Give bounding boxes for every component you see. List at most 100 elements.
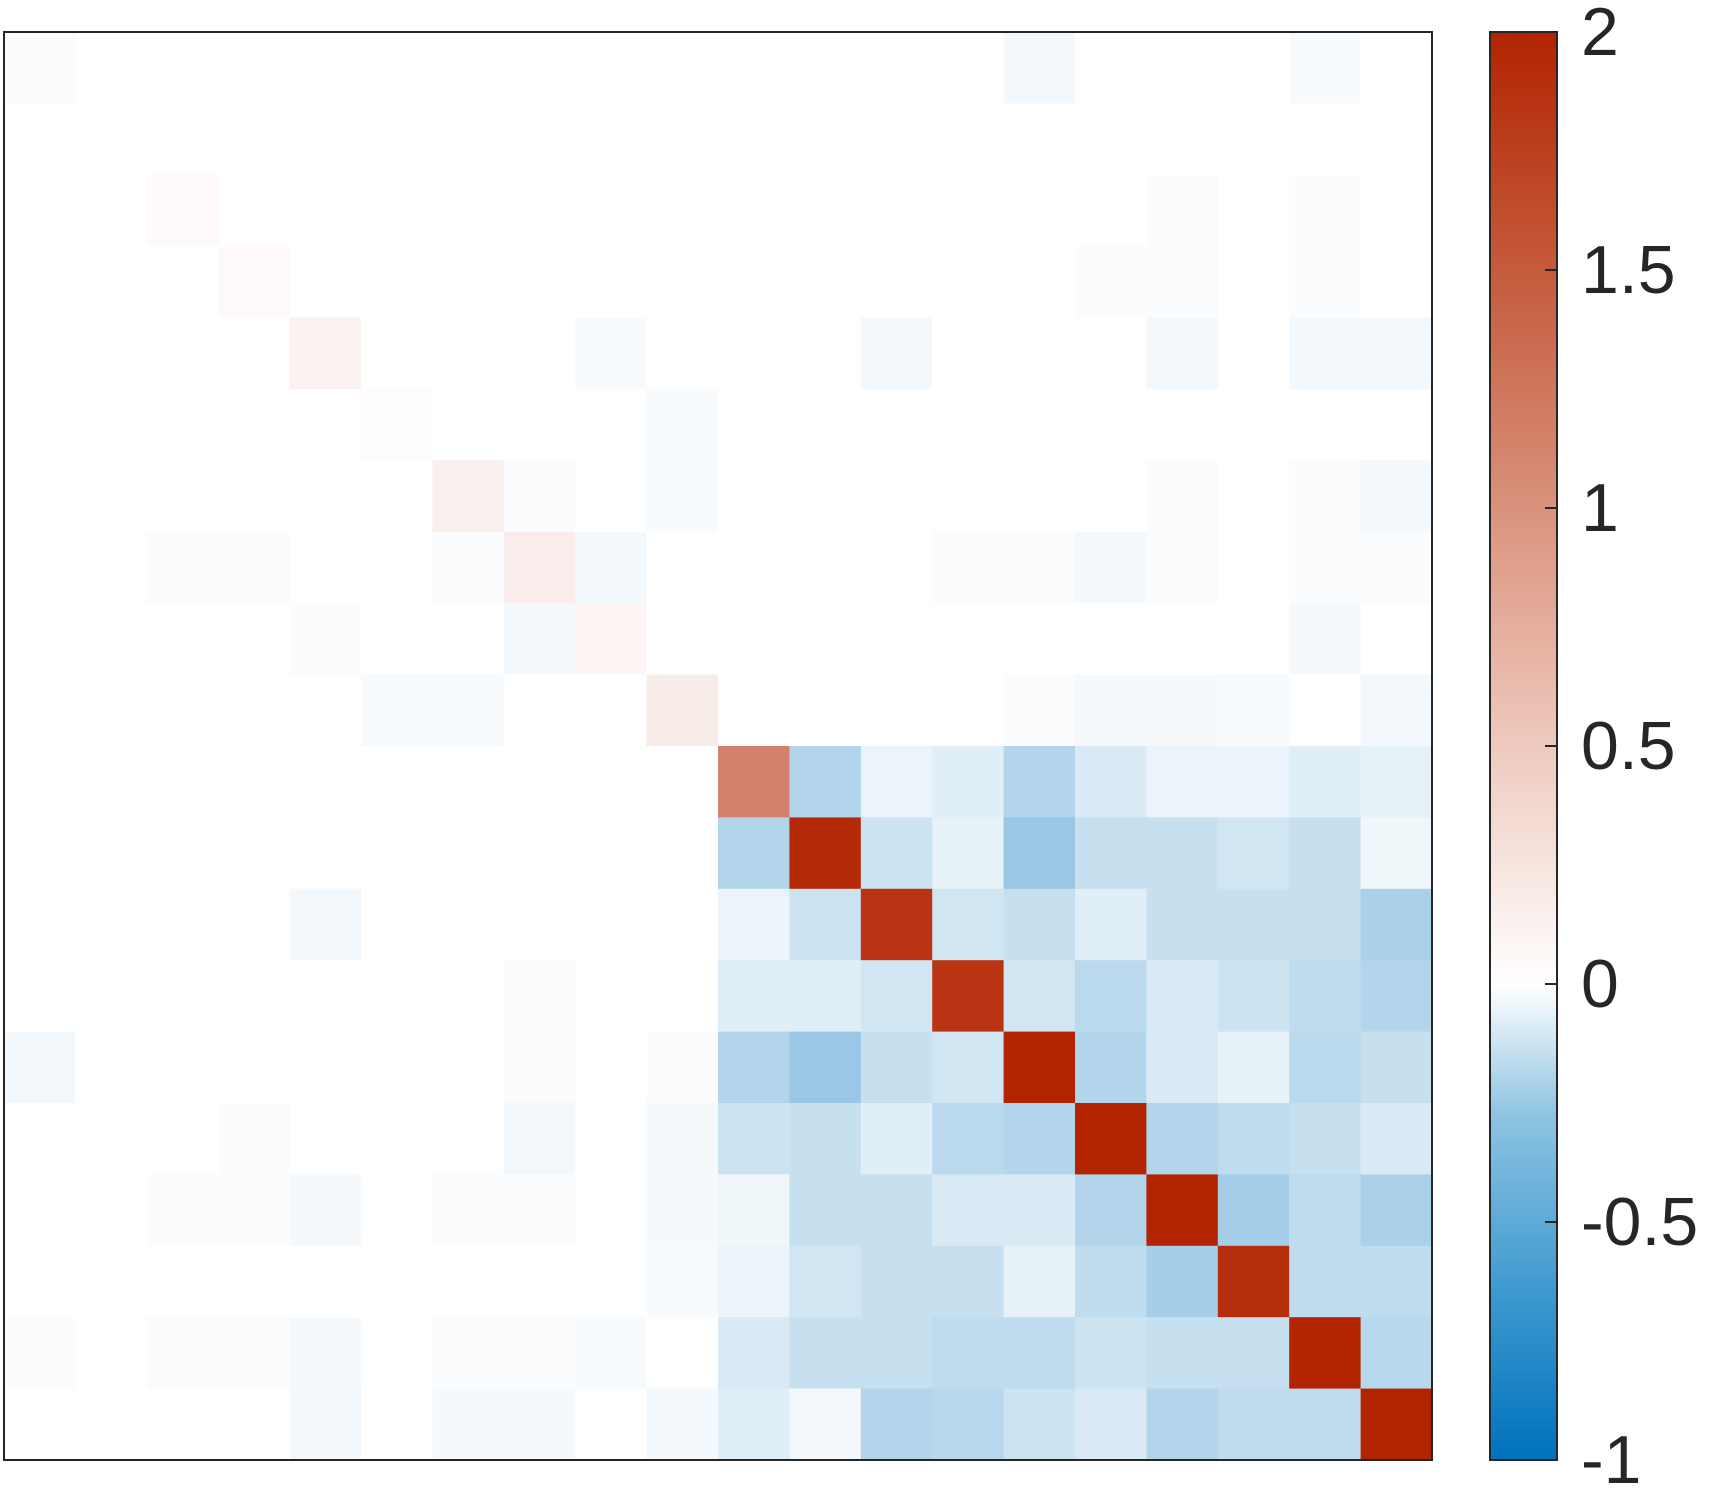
heatmap-cell-r5-c15 [1075,389,1147,461]
heatmap-cell-r11-c13 [932,817,1005,890]
heatmap-cell-r1-c17 [1217,103,1290,176]
heatmap-cell-r16-c18 [1289,1174,1362,1247]
heatmap-cell-r14-c3 [218,1031,291,1104]
heatmap-cell-r7-c7 [503,531,576,604]
heatmap-cell-r7-c14 [1003,531,1076,604]
heatmap-cell-r17-c18 [1289,1245,1362,1318]
heatmap-cell-r11-c1 [75,817,148,890]
heatmap-cell-r9-c7 [503,674,576,747]
heatmap-cell-r10-c4 [289,746,362,818]
heatmap-cell-r0-c0 [4,32,76,104]
heatmap-cell-r11-c15 [1075,817,1147,890]
heatmap-cell-r15-c8 [575,1103,648,1175]
heatmap-cell-r3-c6 [432,246,505,319]
heatmap-cell-r4-c5 [361,317,433,390]
heatmap-cell-r9-c10 [718,674,790,747]
heatmap-cell-r17-c1 [75,1245,148,1318]
heatmap-cell-r14-c9 [646,1031,719,1104]
heatmap-cell-r6-c2 [146,460,219,533]
heatmap-cell-r7-c3 [218,531,291,604]
heatmap-cell-r4-c2 [146,317,219,390]
heatmap-cell-r7-c0 [4,531,76,604]
heatmap-cell-r9-c15 [1075,674,1147,747]
heatmap-cell-r19-c0 [4,1388,76,1461]
heatmap-cell-r3-c2 [146,246,219,319]
heatmap-cell-r5-c1 [75,389,148,461]
heatmap-cell-r11-c10 [718,817,790,890]
heatmap-cell-r15-c2 [146,1103,219,1175]
heatmap-cell-r0-c4 [289,32,362,104]
heatmap-cell-r10-c14 [1003,746,1076,818]
heatmap-cell-r4-c15 [1075,317,1147,390]
heatmap-cell-r19-c13 [932,1388,1005,1461]
heatmap-cell-r4-c1 [75,317,148,390]
colorbar-tick-label: -1 [1581,1422,1641,1491]
heatmap-cell-r11-c9 [646,817,719,890]
colorbar-ticks: 2 1.5 1 0.5 0 -0.5 -1 [1545,0,1698,1491]
heatmap-cell-r11-c12 [860,817,933,890]
heatmap-cell-r19-c2 [146,1388,219,1461]
heatmap-cell-r7-c18 [1289,531,1362,604]
heatmap-cell-r16-c10 [718,1174,790,1247]
heatmap-cell-r6-c14 [1003,460,1076,533]
heatmap-cell-r7-c6 [432,531,505,604]
colorbar-tick-label: 1 [1581,470,1619,546]
heatmap-cell-r6-c3 [218,460,291,533]
heatmap-cell-r8-c2 [146,603,219,676]
heatmap-cell-r9-c4 [289,674,362,747]
heatmap-cell-r1-c1 [75,103,148,176]
heatmap-cell-r16-c8 [575,1174,648,1247]
heatmap-cell-r17-c6 [432,1245,505,1318]
heatmap-cell-r4-c14 [1003,317,1076,390]
heatmap-cell-r18-c10 [718,1317,790,1390]
heatmap-cell-r8-c13 [932,603,1005,676]
heatmap-cell-r0-c19 [1360,32,1433,104]
heatmap-cell-r18-c8 [575,1317,648,1390]
heatmap-cell-r6-c10 [718,460,790,533]
heatmap-cell-r8-c17 [1217,603,1290,676]
heatmap-cell-r16-c12 [860,1174,933,1247]
heatmap-cell-r17-c13 [932,1245,1005,1318]
heatmap-cell-r2-c14 [1003,174,1076,247]
heatmap-cell-r4-c3 [218,317,291,390]
heatmap-cell-r14-c13 [932,1031,1005,1104]
heatmap-cell-r4-c13 [932,317,1005,390]
heatmap-cell-r5-c17 [1217,389,1290,461]
heatmap-cell-r10-c8 [575,746,648,818]
heatmap-cell-r0-c9 [646,32,719,104]
heatmap-cell-r5-c6 [432,389,505,461]
heatmap-cell-r12-c14 [1003,888,1076,961]
heatmap-cell-r7-c8 [575,531,648,604]
heatmap-cell-r14-c10 [718,1031,790,1104]
heatmap-cell-r12-c1 [75,888,148,961]
heatmap-cell-r12-c15 [1075,888,1147,961]
heatmap-cell-r17-c12 [860,1245,933,1318]
heatmap-cell-r18-c7 [503,1317,576,1390]
heatmap-cell-r13-c12 [860,960,933,1033]
heatmap-cell-r11-c11 [789,817,862,890]
heatmap-cell-r13-c2 [146,960,219,1033]
heatmap-cell-r8-c19 [1360,603,1433,676]
heatmap-cell-r2-c15 [1075,174,1147,247]
heatmap-cell-r4-c8 [575,317,648,390]
heatmap-cell-r2-c0 [4,174,76,247]
heatmap-cell-r17-c17 [1217,1245,1290,1318]
heatmap-cell-r1-c2 [146,103,219,176]
heatmap-cell-r1-c3 [218,103,291,176]
heatmap-cell-r6-c19 [1360,460,1433,533]
heatmap-cell-r12-c11 [789,888,862,961]
heatmap-cell-r13-c19 [1360,960,1433,1033]
heatmap-cell-r4-c9 [646,317,719,390]
heatmap-cell-r15-c1 [75,1103,148,1175]
heatmap-cell-r1-c12 [860,103,933,176]
heatmap-cell-r18-c13 [932,1317,1005,1390]
heatmap-cell-r18-c17 [1217,1317,1290,1390]
heatmap-cell-r17-c5 [361,1245,433,1318]
heatmap-cell-r9-c13 [932,674,1005,747]
heatmap-cell-r13-c0 [4,960,76,1033]
heatmap-cell-r15-c9 [646,1103,719,1175]
heatmap-cell-r12-c9 [646,888,719,961]
heatmap-cell-r3-c9 [646,246,719,319]
heatmap-cell-r16-c16 [1146,1174,1219,1247]
heatmap-cell-r5-c4 [289,389,362,461]
